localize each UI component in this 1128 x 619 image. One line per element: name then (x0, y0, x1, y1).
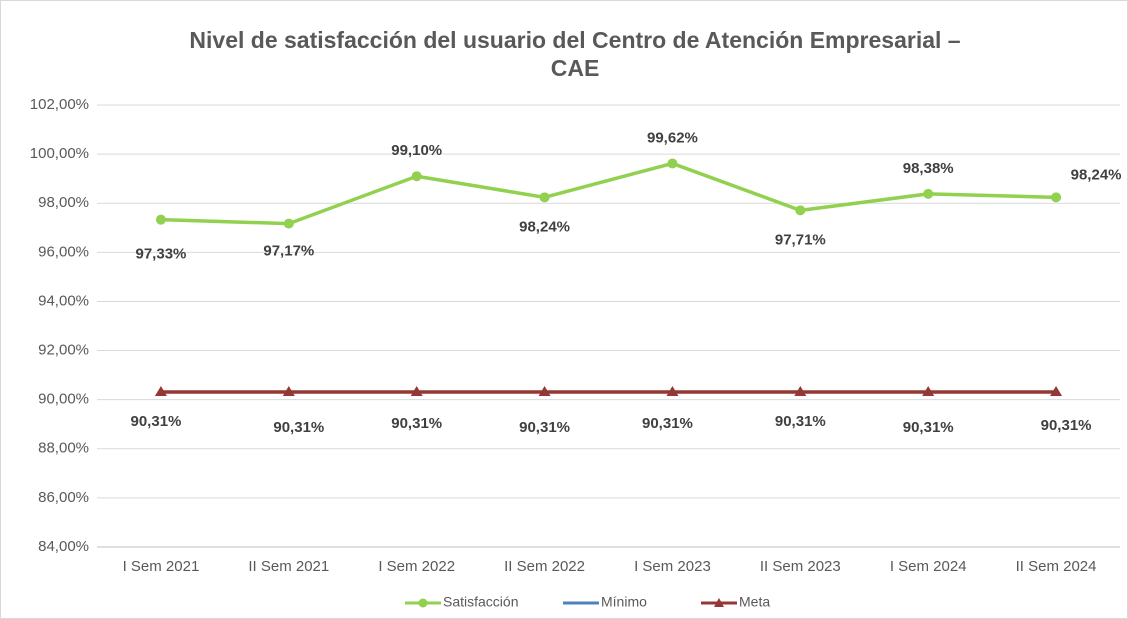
data-label: 97,33% (136, 246, 187, 263)
x-tick-label: II Sem 2024 (1016, 558, 1097, 575)
data-label: 90,31% (642, 415, 693, 432)
point (282, 386, 295, 397)
point (154, 386, 167, 397)
point (410, 386, 423, 397)
data-label: 90,31% (273, 419, 324, 436)
point (667, 158, 678, 169)
x-tick-label: I Sem 2021 (123, 558, 200, 575)
chart-title: Nivel de satisfacción del usuario del Ce… (189, 27, 960, 53)
point (411, 171, 422, 182)
data-label: 90,31% (391, 415, 442, 432)
series-line (160, 161, 1057, 226)
point (539, 192, 550, 203)
chart-title: CAE (551, 55, 600, 81)
point (923, 188, 934, 199)
data-label: 98,24% (1071, 166, 1122, 183)
data-label: 90,31% (1041, 417, 1092, 434)
point (283, 218, 294, 229)
y-tick-label: 98,00% (38, 194, 89, 211)
y-tick-label: 90,00% (38, 391, 89, 408)
y-tick-label: 86,00% (38, 489, 89, 506)
x-tick-label: I Sem 2022 (378, 558, 455, 575)
y-tick-label: 92,00% (38, 342, 89, 359)
point (1051, 192, 1062, 203)
x-tick-label: II Sem 2022 (504, 558, 585, 575)
point (1050, 386, 1063, 397)
data-label: 97,17% (263, 243, 314, 260)
point (794, 386, 807, 397)
legend-label: Satisfacción (443, 594, 518, 610)
y-tick-label: 84,00% (38, 538, 89, 555)
data-label: 90,31% (903, 419, 954, 436)
point (155, 214, 166, 225)
y-tick-label: 100,00% (30, 145, 89, 162)
data-label: 99,62% (647, 129, 698, 146)
legend-marker (418, 598, 428, 608)
data-label: 90,31% (519, 419, 570, 436)
data-label: 90,31% (775, 413, 826, 430)
x-tick-label: II Sem 2021 (248, 558, 329, 575)
point (795, 205, 806, 216)
data-label: 98,24% (519, 218, 570, 235)
legend-label: Mínimo (601, 594, 647, 610)
legend-label: Meta (739, 594, 770, 610)
y-tick-label: 96,00% (38, 243, 89, 260)
data-label: 99,10% (391, 142, 442, 159)
point (538, 386, 551, 397)
point (922, 386, 935, 397)
x-tick-label: II Sem 2023 (760, 558, 841, 575)
legend-marker (714, 598, 724, 607)
y-tick-label: 94,00% (38, 292, 89, 309)
data-label: 98,38% (903, 160, 954, 177)
data-label: 97,71% (775, 231, 826, 248)
x-tick-label: I Sem 2024 (890, 558, 967, 575)
point (666, 386, 679, 397)
y-tick-label: 88,00% (38, 440, 89, 457)
data-label: 90,31% (131, 413, 182, 430)
x-tick-label: I Sem 2023 (634, 558, 711, 575)
y-tick-label: 102,00% (30, 96, 89, 113)
